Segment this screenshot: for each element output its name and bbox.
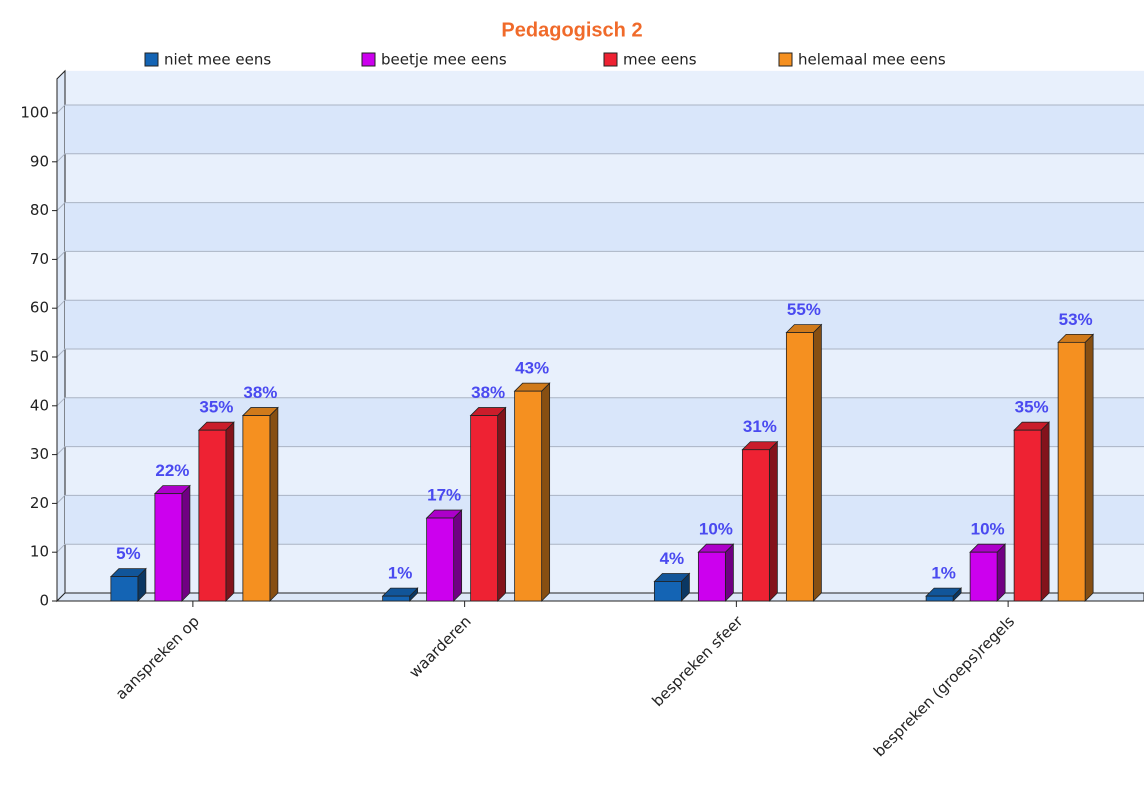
legend-label: niet mee eens <box>164 51 271 69</box>
grid-line-side <box>56 299 66 309</box>
grid-line-side <box>56 543 66 553</box>
value-label: 31% <box>743 417 777 436</box>
grid-line-side <box>56 348 66 358</box>
bar <box>470 415 499 602</box>
bar <box>785 332 814 602</box>
legend-swatch <box>778 52 793 67</box>
bar-side <box>269 406 279 602</box>
y-tick-label: 50 <box>30 348 49 366</box>
legend-label: mee eens <box>623 51 697 69</box>
bar-side <box>225 421 235 602</box>
chart-title: Pedagogisch 2 <box>501 19 642 41</box>
legend-swatch <box>144 52 159 67</box>
bar-side <box>497 406 507 602</box>
bar-side <box>812 323 822 602</box>
y-tick-label: 100 <box>20 104 49 122</box>
grid-band <box>65 202 1144 252</box>
bar <box>653 581 682 602</box>
y-tick-label: 60 <box>30 299 49 317</box>
value-label: 38% <box>471 383 505 402</box>
y-tick-label: 70 <box>30 250 49 268</box>
bar-side <box>996 543 1006 602</box>
bar-side <box>181 484 191 602</box>
bar-side <box>1040 421 1050 602</box>
bar <box>382 595 411 602</box>
value-label: 22% <box>155 461 189 480</box>
bar <box>242 415 271 602</box>
y-tick-label: 0 <box>39 592 49 610</box>
value-label: 10% <box>699 520 733 539</box>
legend-label: helemaal mee eens <box>798 51 946 69</box>
grid-line-side <box>56 446 66 455</box>
bar <box>1057 341 1086 602</box>
bar-side <box>1084 333 1094 602</box>
bar <box>969 551 998 602</box>
bar <box>154 493 183 602</box>
bar-side <box>724 543 734 602</box>
grid-band <box>65 105 1144 154</box>
grid-line-side <box>56 397 66 407</box>
value-label: 10% <box>971 520 1005 539</box>
value-label: 1% <box>931 564 956 583</box>
grid-line-side <box>56 104 66 114</box>
y-tick-label: 40 <box>30 396 49 414</box>
bar-side <box>453 509 463 602</box>
grid-line-side <box>56 153 66 163</box>
bar <box>925 595 954 602</box>
x-tick-label: waarderen <box>405 612 474 681</box>
bar <box>697 551 726 602</box>
left-wall <box>56 69 66 603</box>
value-label: 55% <box>787 300 821 319</box>
value-label: 35% <box>1015 398 1049 417</box>
bar <box>426 517 455 602</box>
value-label: 17% <box>427 486 461 505</box>
y-tick-label: 90 <box>30 152 49 170</box>
bar <box>514 390 543 602</box>
x-tick-label: bespreken (groeps)regels <box>870 612 1018 760</box>
grid-line-side <box>56 495 66 504</box>
y-tick-label: 10 <box>30 543 49 561</box>
legend-swatch <box>361 52 376 67</box>
y-tick-label: 30 <box>30 445 49 463</box>
floor <box>55 592 1144 602</box>
bar <box>1013 429 1042 602</box>
legend-swatch <box>603 52 618 67</box>
value-label: 5% <box>116 544 141 563</box>
bar-side <box>541 382 551 602</box>
bar <box>198 429 227 602</box>
value-label: 43% <box>515 359 549 378</box>
legend-label: beetje mee eens <box>381 51 507 69</box>
value-label: 4% <box>660 549 685 568</box>
value-label: 1% <box>388 564 413 583</box>
grid-line-side <box>56 202 66 211</box>
bar <box>110 576 139 602</box>
y-tick-label: 80 <box>30 201 49 219</box>
bar <box>741 449 770 602</box>
y-tick-label: 20 <box>30 494 49 512</box>
bar-side <box>768 440 778 602</box>
grid-line-side <box>56 251 66 260</box>
x-tick-label: aanspreken op <box>112 612 203 703</box>
value-label: 38% <box>243 383 277 402</box>
value-label: 35% <box>199 398 233 417</box>
grid-band <box>65 300 1144 349</box>
x-tick-label: bespreken sfeer <box>648 612 747 711</box>
value-label: 53% <box>1059 310 1093 329</box>
